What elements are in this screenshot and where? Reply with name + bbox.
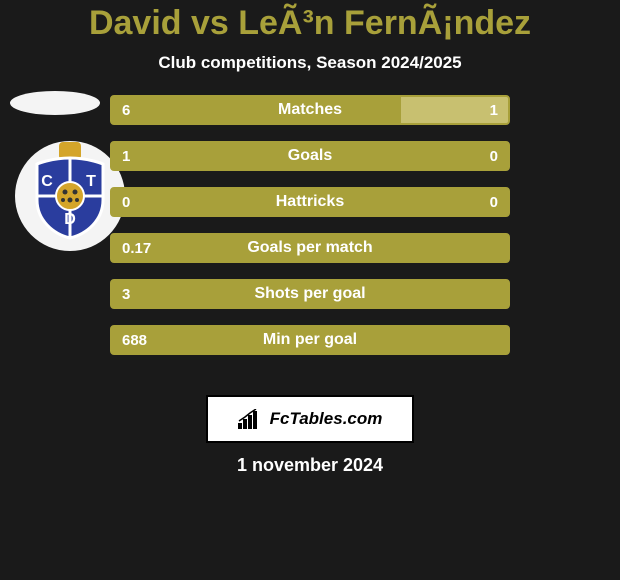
stat-row: 10Goals bbox=[110, 141, 510, 171]
subtitle: Club competitions, Season 2024/2025 bbox=[0, 53, 620, 73]
player-left-ellipse bbox=[10, 91, 100, 115]
page-title: David vs LeÃ³n FernÃ¡ndez bbox=[0, 4, 620, 43]
shield-svg: C T D bbox=[31, 152, 109, 240]
date-label: 1 november 2024 bbox=[0, 455, 620, 476]
stat-row: 3Shots per goal bbox=[110, 279, 510, 309]
shield-letter-c: C bbox=[41, 173, 53, 190]
stat-row: 61Matches bbox=[110, 95, 510, 125]
stat-label: Goals per match bbox=[112, 239, 508, 257]
shield-letter-t: T bbox=[86, 173, 96, 190]
stat-label: Hattricks bbox=[112, 193, 508, 211]
stat-label: Shots per goal bbox=[112, 285, 508, 303]
logo-text: FcTables.com bbox=[270, 409, 383, 429]
stat-label: Matches bbox=[112, 101, 508, 119]
stat-row: 688Min per goal bbox=[110, 325, 510, 355]
bars-icon bbox=[238, 409, 264, 429]
team-badge-left: C T D bbox=[15, 141, 125, 251]
shield-letter-d: D bbox=[64, 211, 76, 228]
stat-row: 00Hattricks bbox=[110, 187, 510, 217]
stats-bars: 61Matches 10Goals 00Hattricks 0.17Goals per… bbox=[110, 95, 510, 371]
stat-label: Min per goal bbox=[112, 331, 508, 349]
stat-label: Goals bbox=[112, 147, 508, 165]
fctables-logo: FcTables.com bbox=[206, 395, 414, 443]
stat-row: 0.17Goals per match bbox=[110, 233, 510, 263]
shield-icon: C T D bbox=[31, 152, 109, 240]
comparison-container: David vs LeÃ³n FernÃ¡ndez Club competiti… bbox=[0, 0, 620, 476]
